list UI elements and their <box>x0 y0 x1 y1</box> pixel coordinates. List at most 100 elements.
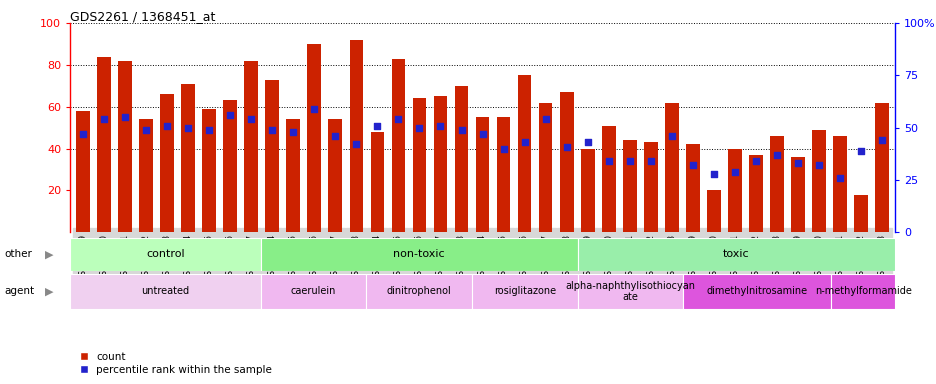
Point <box>348 141 363 147</box>
Text: dinitrophenol: dinitrophenol <box>387 286 451 296</box>
Bar <box>578 238 894 271</box>
Text: alpha-naphthylisothiocyan
ate: alpha-naphthylisothiocyan ate <box>565 281 695 302</box>
Bar <box>454 86 468 232</box>
Point <box>285 129 300 135</box>
Bar <box>391 59 404 232</box>
Bar <box>830 274 894 309</box>
Bar <box>559 92 573 232</box>
Point <box>706 170 721 177</box>
Bar <box>202 109 215 232</box>
Text: other: other <box>5 249 33 260</box>
Bar <box>580 149 594 232</box>
Bar <box>370 132 384 232</box>
Point <box>579 139 594 146</box>
Bar <box>70 238 260 271</box>
Point <box>370 122 385 129</box>
Point <box>159 122 174 129</box>
Text: non-toxic: non-toxic <box>393 249 445 260</box>
Point <box>832 175 847 181</box>
Bar <box>749 155 762 232</box>
Text: rosiglitazone: rosiglitazone <box>493 286 555 296</box>
Point <box>412 124 427 131</box>
Bar <box>707 190 720 232</box>
Point <box>223 112 238 118</box>
Text: GDS2261 / 1368451_at: GDS2261 / 1368451_at <box>70 10 215 23</box>
Bar <box>412 98 426 232</box>
Bar <box>665 103 678 232</box>
Text: control: control <box>146 249 184 260</box>
Bar <box>260 238 578 271</box>
Bar <box>139 119 153 232</box>
Bar <box>307 44 321 232</box>
Point <box>117 114 132 120</box>
Bar <box>854 195 867 232</box>
Point <box>328 133 343 139</box>
Point <box>748 158 763 164</box>
Bar <box>769 136 783 232</box>
Point <box>601 158 616 164</box>
Bar <box>538 103 552 232</box>
Point <box>306 106 321 112</box>
Bar <box>76 111 90 232</box>
Point <box>684 162 699 169</box>
Bar <box>496 117 510 232</box>
Text: toxic: toxic <box>723 249 749 260</box>
Point <box>454 127 469 133</box>
Point <box>265 127 280 133</box>
Text: ▶: ▶ <box>45 249 53 260</box>
Bar <box>812 130 825 232</box>
Point <box>726 169 741 175</box>
Text: dimethylnitrosamine: dimethylnitrosamine <box>706 286 807 296</box>
Text: untreated: untreated <box>141 286 189 296</box>
Point <box>790 160 805 166</box>
Point <box>181 124 196 131</box>
Point <box>432 122 447 129</box>
Point <box>517 139 532 146</box>
Point <box>390 116 405 122</box>
Bar <box>685 144 699 232</box>
Point <box>874 137 889 143</box>
Point <box>622 158 636 164</box>
Text: agent: agent <box>5 286 35 296</box>
Bar <box>601 126 615 232</box>
Point <box>643 158 658 164</box>
Bar <box>260 274 366 309</box>
Point <box>96 116 111 122</box>
Bar <box>433 96 446 232</box>
Bar <box>160 94 174 232</box>
Text: n-methylformamide: n-methylformamide <box>813 286 911 296</box>
Bar <box>349 40 363 232</box>
Point <box>201 127 216 133</box>
Bar <box>622 140 636 232</box>
Bar <box>472 274 578 309</box>
Point <box>75 131 90 137</box>
Bar <box>578 274 682 309</box>
Text: ▶: ▶ <box>45 286 53 296</box>
Bar <box>643 142 657 232</box>
Point <box>768 152 783 158</box>
Point <box>537 116 552 122</box>
Bar <box>181 84 195 232</box>
Bar <box>682 274 830 309</box>
Point <box>559 144 574 150</box>
Bar <box>265 79 279 232</box>
Bar <box>518 75 531 232</box>
Bar <box>790 157 804 232</box>
Bar <box>874 103 888 232</box>
Point <box>475 131 490 137</box>
Legend: count, percentile rank within the sample: count, percentile rank within the sample <box>76 348 276 379</box>
Bar <box>286 119 300 232</box>
Bar <box>329 119 342 232</box>
Point <box>664 133 679 139</box>
Bar <box>832 136 846 232</box>
Bar <box>366 274 472 309</box>
Bar <box>70 274 260 309</box>
Bar <box>475 117 489 232</box>
Bar <box>244 61 257 232</box>
Bar <box>97 56 110 232</box>
Bar <box>727 149 741 232</box>
Text: caerulein: caerulein <box>290 286 336 296</box>
Point <box>853 147 868 154</box>
Point <box>139 127 154 133</box>
Point <box>811 162 826 169</box>
